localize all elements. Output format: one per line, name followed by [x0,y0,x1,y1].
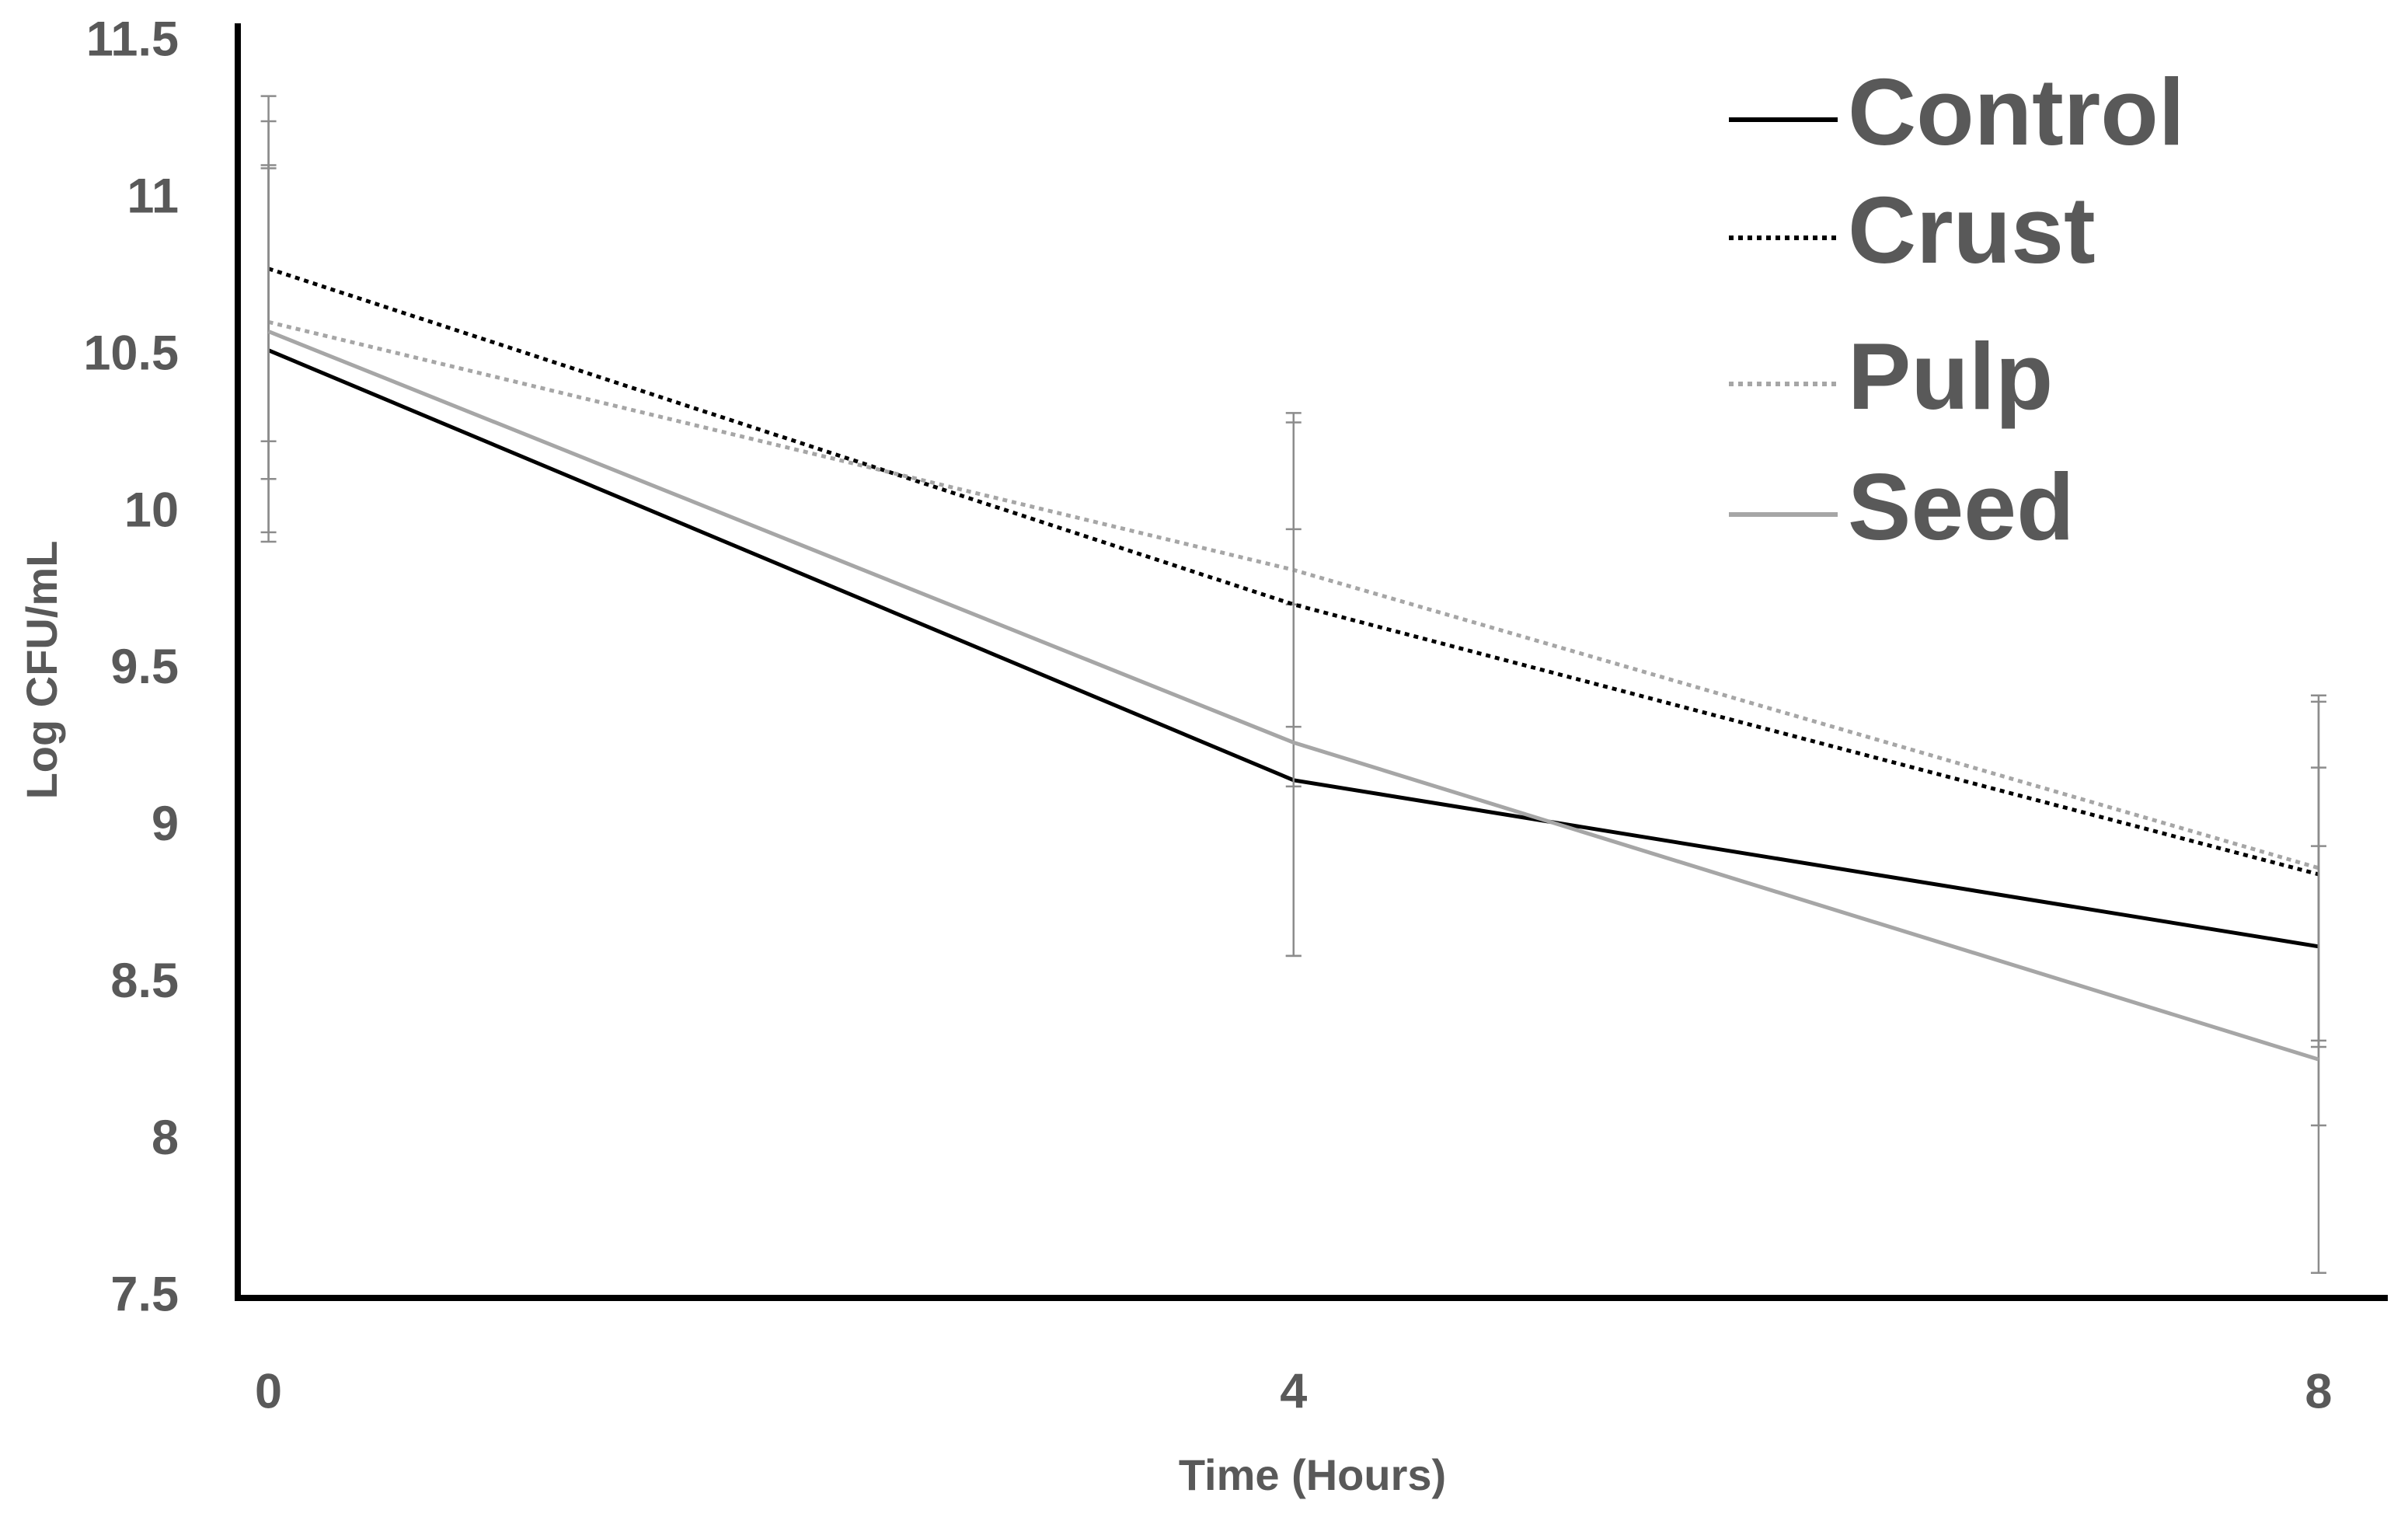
y-tick-label: 9.5 [110,640,179,694]
y-tick-label: 8 [152,1111,179,1165]
y-tick-label: 10.5 [83,326,179,380]
y-tick-label: 11.5 [86,12,179,67]
legend-label: Crust [1848,177,2096,283]
y-tick-label: 9 [152,797,179,851]
x-tick-label: 8 [2305,1365,2332,1419]
y-tick-label: 10 [124,483,179,537]
series-line [267,330,2319,1062]
legend-label: Control [1848,59,2185,165]
y-tick-label: 7.5 [110,1268,179,1322]
y-axis-title: Log CFU/mL [17,541,66,800]
series-line [267,267,2319,877]
x-tick-label: 0 [255,1365,282,1419]
legend-label: Pulp [1848,323,2053,429]
x-tick-label: 4 [1280,1365,1307,1419]
x-axis-title: Time (Hours) [1179,1450,1446,1499]
y-tick-label: 11 [127,169,179,224]
y-tick-label: 8.5 [110,954,179,1008]
legend-label: Seed [1848,454,2075,560]
